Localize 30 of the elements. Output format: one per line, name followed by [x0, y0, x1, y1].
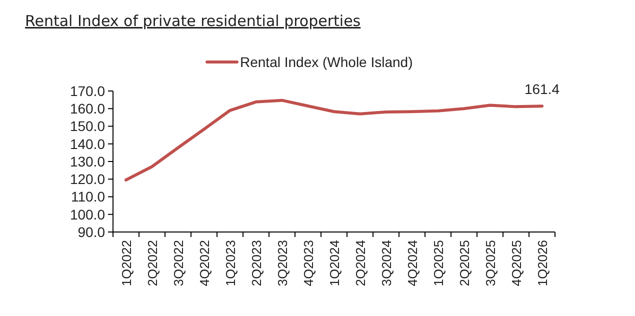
x-tick-label: 1Q2023: [223, 240, 238, 286]
x-tick-label: 3Q2024: [379, 240, 394, 286]
x-tick-label: 4Q2024: [405, 240, 420, 286]
x-tick-label: 2Q2024: [353, 240, 368, 286]
y-tick-label: 90.0: [78, 224, 106, 240]
x-tick-label: 3Q2023: [275, 240, 290, 286]
x-tick-label: 1Q2022: [119, 240, 134, 286]
x-tick-label: 4Q2022: [197, 240, 212, 286]
x-tick-label: 4Q2025: [509, 240, 524, 286]
x-tick-label: 2Q2022: [145, 240, 160, 286]
chart-title: Rental Index of private residential properties: [25, 12, 361, 30]
y-tick-label: 160.0: [70, 100, 106, 117]
x-tick-label: 3Q2022: [171, 240, 186, 286]
y-tick-label: 110.0: [71, 188, 106, 205]
y-tick-label: 130.0: [70, 153, 106, 170]
x-tick-label: 3Q2025: [483, 240, 498, 286]
y-tick-label: 120.0: [70, 171, 106, 188]
x-tick-label: 4Q2023: [301, 240, 316, 286]
x-tick-label: 1Q2024: [327, 240, 342, 286]
y-tick-label: 170.0: [70, 82, 106, 99]
x-tick-label: 1Q2026: [535, 240, 550, 286]
annotation: 161.4: [524, 81, 560, 98]
y-tick-label: 140.0: [70, 136, 106, 152]
y-tick-label: 150.0: [70, 118, 106, 134]
legend-label: Rental Index (Whole Island): [240, 54, 413, 70]
x-tick-label: 2Q2025: [457, 240, 472, 286]
x-tick-label: 2Q2023: [249, 240, 264, 286]
y-tick-label: 100.0: [70, 206, 106, 222]
line-series: [124, 98, 544, 182]
x-tick-label: 1Q2025: [431, 240, 446, 286]
